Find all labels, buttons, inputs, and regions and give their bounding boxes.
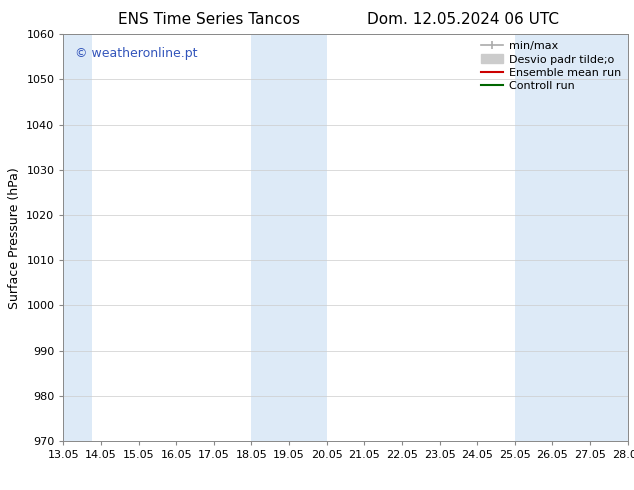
Bar	[63, 34, 92, 441]
Legend: min/max, Desvio padr tilde;o, Ensemble mean run, Controll run: min/max, Desvio padr tilde;o, Ensemble m…	[477, 37, 625, 96]
Text: ENS Time Series Tancos: ENS Time Series Tancos	[118, 12, 301, 27]
Bar	[252, 34, 327, 441]
Bar	[515, 34, 628, 441]
Text: Dom. 12.05.2024 06 UTC: Dom. 12.05.2024 06 UTC	[367, 12, 559, 27]
Text: © weatheronline.pt: © weatheronline.pt	[75, 47, 197, 59]
Y-axis label: Surface Pressure (hPa): Surface Pressure (hPa)	[8, 167, 21, 309]
